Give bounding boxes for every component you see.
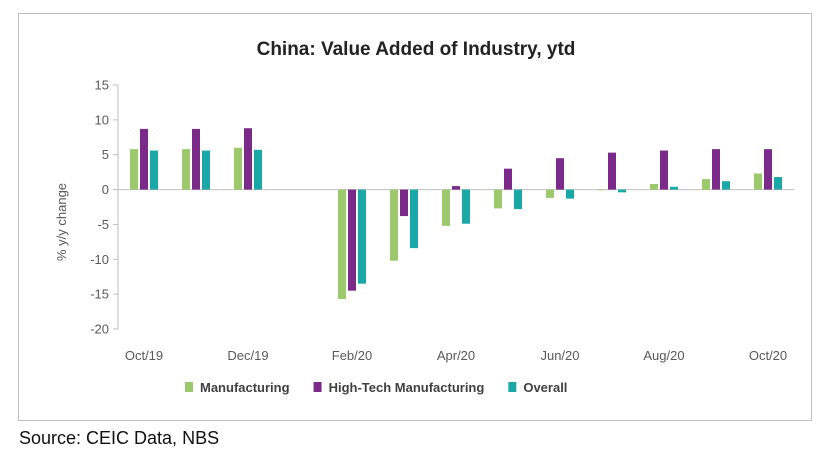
bar-overall-Oct-20	[774, 177, 782, 190]
x-tick-label: Dec/19	[227, 348, 268, 363]
bar-high-tech-manufacturing-Sep-20	[712, 149, 720, 190]
bar-overall-Mar-20	[410, 189, 418, 249]
bar-high-tech-manufacturing-Jul-20	[608, 152, 616, 190]
y-tick-label: 5	[102, 147, 109, 162]
legend-swatch-high-tech-manufacturing	[313, 382, 322, 392]
x-tick-label: Oct/20	[749, 348, 787, 363]
bar-high-tech-manufacturing-May-20	[504, 168, 512, 190]
x-tick-label: Jun/20	[540, 348, 579, 363]
legend-label: High-Tech Manufacturing	[329, 380, 485, 395]
bar-high-tech-manufacturing-Feb-20	[348, 189, 356, 291]
legend-label: Overall	[523, 380, 567, 395]
x-tick-label: Feb/20	[332, 348, 372, 363]
bar-overall-Sep-20	[722, 181, 730, 190]
bar-overall-Apr-20	[462, 189, 470, 224]
bar-manufacturing-Oct-20	[754, 173, 762, 190]
bar-manufacturing-Jun-20	[546, 189, 554, 198]
bar-overall-Jun-20	[566, 189, 574, 199]
bar-high-tech-manufacturing-Aug-20	[660, 150, 668, 190]
x-tick-label: Apr/20	[437, 348, 475, 363]
bar-manufacturing-Dec-19	[234, 147, 242, 190]
bar-manufacturing-May-20	[494, 189, 502, 209]
chart-frame: China: Value Added of Industry, ytd % y/…	[18, 13, 812, 421]
y-tick-label: -15	[90, 287, 109, 302]
source-note: Source: CEIC Data, NBS	[19, 428, 220, 448]
y-tick-label: 0	[102, 182, 109, 197]
bar-high-tech-manufacturing-Oct-19	[140, 128, 148, 190]
bar-overall-Nov-19	[202, 150, 210, 190]
bar-high-tech-manufacturing-Apr-20	[452, 186, 460, 190]
bar-overall-Jul-20	[618, 189, 626, 193]
x-tick-label: Aug/20	[643, 348, 684, 363]
bar-overall-Feb-20	[358, 189, 366, 284]
bar-overall-Aug-20	[670, 186, 678, 190]
y-tick-label: -20	[90, 322, 109, 337]
bar-overall-May-20	[514, 189, 522, 210]
bar-manufacturing-Jul-20	[598, 189, 606, 191]
legend-label: Manufacturing	[200, 380, 290, 395]
plot-area: 15 10 5 0 -5 -10 -15 -20 Oct/19 Dec/19 Feb/20 Apr/2…	[90, 78, 794, 363]
legend-swatch-overall	[508, 382, 517, 392]
bar-manufacturing-Mar-20	[390, 189, 398, 261]
y-tick-label: -10	[90, 252, 109, 267]
legend-swatch-manufacturing	[185, 382, 193, 392]
bar-manufacturing-Sep-20	[702, 179, 710, 190]
bar-manufacturing-Oct-19	[130, 149, 138, 190]
bar-high-tech-manufacturing-Jun-20	[556, 158, 564, 190]
bar-manufacturing-Apr-20	[442, 189, 450, 226]
bar-high-tech-manufacturing-Nov-19	[192, 128, 200, 190]
bar-manufacturing-Aug-20	[650, 183, 658, 190]
bar-overall-Dec-19	[254, 149, 262, 190]
bar-manufacturing-Nov-19	[182, 149, 190, 190]
y-axis-label: % y/y change	[54, 183, 69, 261]
legend: Manufacturing High-Tech Manufacturing Over…	[185, 380, 567, 395]
bar-high-tech-manufacturing-Mar-20	[400, 189, 408, 217]
y-tick-label: 15	[95, 78, 109, 93]
bar-chart: China: Value Added of Industry, ytd % y/…	[54, 39, 794, 395]
bar-overall-Oct-19	[150, 150, 158, 190]
bar-manufacturing-Feb-20	[338, 189, 346, 300]
y-tick-label: 10	[95, 112, 109, 127]
chart-title: China: Value Added of Industry, ytd	[257, 39, 576, 60]
bar-high-tech-manufacturing-Dec-19	[244, 128, 252, 190]
x-tick-label: Oct/19	[125, 348, 163, 363]
y-tick-label: -5	[97, 217, 109, 232]
bar-high-tech-manufacturing-Oct-20	[764, 149, 772, 190]
